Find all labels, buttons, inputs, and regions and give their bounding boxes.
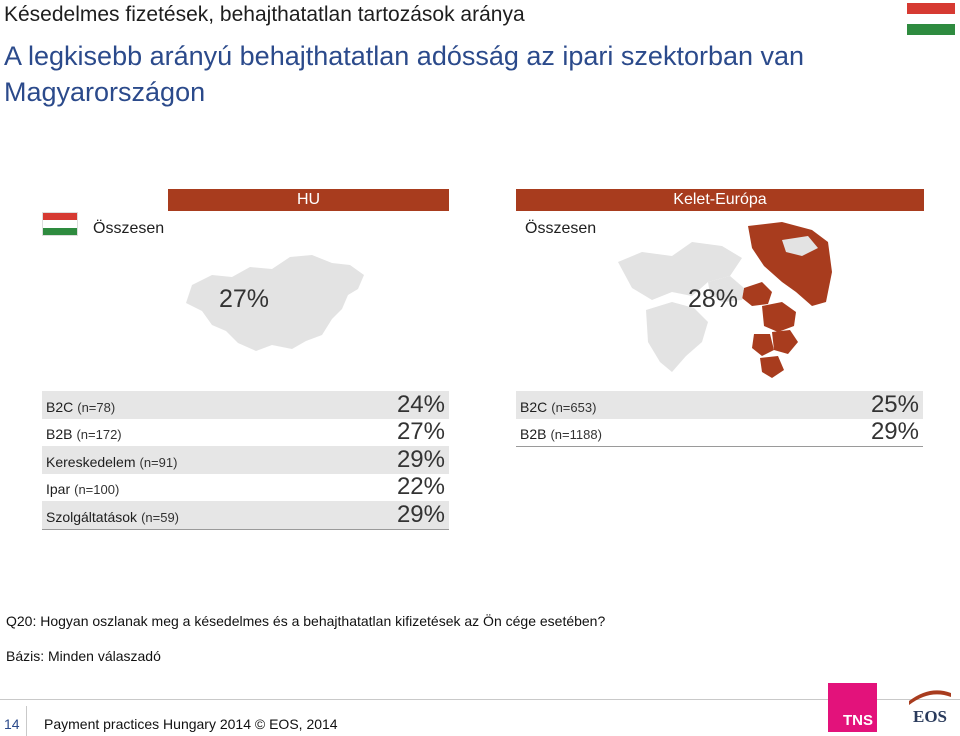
eastern-europe-map-icon: [618, 222, 832, 378]
base-note: Bázis: Minden válaszadó: [6, 648, 161, 664]
row-value: 22%: [396, 473, 445, 500]
slide-subtitle: Késedelmes fizetések, behajthatatlan tar…: [4, 3, 525, 26]
table-row: B2C (n=653) 25%: [516, 391, 923, 419]
row-value: 25%: [870, 390, 919, 418]
ke-total-value: 28%: [688, 285, 739, 313]
row-label: B2C: [520, 398, 548, 415]
hungary-flag-icon: [42, 212, 78, 236]
table-row: Kereskedelem (n=91) 29%: [42, 446, 449, 474]
question-note: Q20: Hogyan oszlanak meg a késedelmes és…: [6, 613, 606, 629]
hu-breakdown-table: B2C (n=78) 24% B2B (n=172) 27% Kereskedele…: [42, 391, 449, 530]
eos-swoosh-icon: [909, 690, 951, 705]
footer-separator: [26, 706, 27, 736]
row-label: Ipar: [46, 481, 71, 497]
row-sample-size: (n=59): [141, 509, 180, 525]
footer-text: Payment practices Hungary 2014 © EOS, 20…: [44, 716, 338, 732]
row-label: B2C: [46, 398, 74, 415]
row-label: B2B: [520, 426, 547, 442]
page-number: 14: [4, 716, 20, 732]
table-row: Ipar (n=100) 22%: [42, 473, 449, 502]
row-sample-size: (n=653): [551, 399, 597, 415]
row-value: 27%: [396, 418, 445, 445]
footer-divider: [0, 699, 960, 700]
row-label: Szolgáltatások: [46, 508, 138, 525]
slide-title: A legkisebb arányú behajthatatlan adóssá…: [4, 41, 805, 107]
hungary-flag-icon: [907, 3, 955, 35]
ke-breakdown-table: B2C (n=653) 25% B2B (n=1188) 29%: [516, 391, 923, 447]
table-row: B2B (n=1188) 29%: [516, 418, 923, 447]
row-value: 29%: [396, 500, 445, 528]
row-value: 29%: [870, 418, 919, 445]
table-row: B2C (n=78) 24%: [42, 391, 449, 419]
table-row: B2B (n=172) 27%: [42, 418, 449, 447]
hu-column-header: HU: [168, 189, 449, 211]
row-value: 24%: [396, 390, 445, 418]
row-sample-size: (n=100): [74, 482, 120, 497]
tns-logo-text: TNS: [843, 712, 873, 729]
row-sample-size: (n=1188): [550, 427, 602, 442]
row-sample-size: (n=172): [76, 427, 122, 442]
eos-logo: EOS: [905, 683, 955, 732]
row-label: Kereskedelem: [46, 453, 136, 470]
hu-total-value: 27%: [219, 285, 270, 313]
kelet-europa-column-header: Kelet-Európa: [516, 189, 924, 211]
table-row: Szolgáltatások (n=59) 29%: [42, 501, 449, 530]
row-value: 29%: [396, 445, 445, 473]
hu-total-label: Összesen: [93, 220, 165, 237]
row-sample-size: (n=78): [77, 399, 116, 415]
row-sample-size: (n=91): [139, 454, 178, 470]
tns-logo: TNS: [828, 683, 877, 732]
eos-logo-text: EOS: [912, 707, 948, 726]
hungary-map-icon: [186, 255, 364, 351]
ke-total-label: Összesen: [525, 220, 597, 237]
row-label: B2B: [46, 426, 73, 442]
